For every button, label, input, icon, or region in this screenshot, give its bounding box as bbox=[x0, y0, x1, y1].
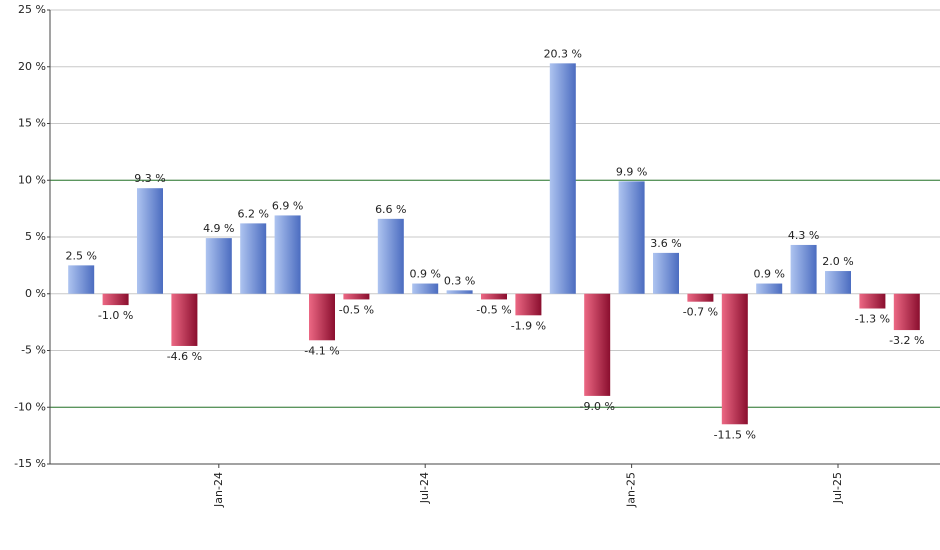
value-label: -1.3 % bbox=[855, 313, 890, 326]
bar bbox=[859, 293, 886, 309]
value-label: -9.0 % bbox=[579, 400, 614, 413]
value-label: -3.2 % bbox=[889, 334, 924, 347]
y-tick-label: -10 % bbox=[14, 400, 46, 413]
y-tick-label: 15 % bbox=[18, 117, 46, 130]
bar bbox=[205, 238, 232, 294]
value-label: 4.9 % bbox=[203, 222, 234, 235]
bar bbox=[653, 252, 679, 294]
bar bbox=[68, 265, 95, 294]
x-tick-label: Jul-24 bbox=[418, 472, 431, 504]
y-tick-label: 5 % bbox=[25, 230, 46, 243]
value-label: 9.9 % bbox=[616, 165, 647, 178]
bar bbox=[893, 293, 920, 331]
value-label: -0.7 % bbox=[683, 306, 718, 319]
y-tick-label: 0 % bbox=[25, 287, 46, 300]
bar bbox=[377, 218, 404, 294]
bar bbox=[756, 283, 783, 294]
bar bbox=[309, 293, 335, 341]
value-label: 6.6 % bbox=[375, 203, 406, 216]
bar bbox=[515, 293, 542, 316]
value-label: -4.6 % bbox=[167, 350, 202, 363]
bar bbox=[171, 293, 198, 346]
value-label: 2.5 % bbox=[65, 249, 96, 262]
bar bbox=[721, 293, 748, 425]
value-label: -1.9 % bbox=[511, 319, 546, 332]
bar bbox=[584, 293, 611, 396]
value-label: 0.9 % bbox=[409, 268, 440, 281]
bar bbox=[790, 244, 817, 294]
value-label: 4.3 % bbox=[788, 229, 819, 242]
value-label: 6.9 % bbox=[272, 199, 303, 212]
value-label: -0.5 % bbox=[476, 303, 511, 316]
bar bbox=[687, 293, 714, 302]
value-label: 3.6 % bbox=[650, 237, 681, 250]
bar bbox=[825, 271, 851, 294]
value-label: -1.0 % bbox=[98, 309, 133, 322]
x-tick-label: Jul-25 bbox=[831, 472, 844, 504]
bar bbox=[343, 293, 370, 300]
bar bbox=[274, 215, 301, 294]
x-tick-label: Jan-25 bbox=[625, 472, 638, 508]
y-tick-label: 25 % bbox=[18, 3, 46, 16]
bar bbox=[102, 293, 129, 306]
value-label: -4.1 % bbox=[304, 344, 339, 357]
bar bbox=[446, 290, 473, 294]
bar bbox=[412, 283, 439, 294]
bar bbox=[618, 181, 645, 294]
value-label: 6.2 % bbox=[237, 207, 268, 220]
bar bbox=[137, 188, 163, 294]
bar bbox=[481, 293, 507, 300]
value-label: 0.3 % bbox=[444, 274, 475, 287]
value-label: 20.3 % bbox=[544, 47, 582, 60]
bar bbox=[240, 223, 267, 294]
y-tick-label: -5 % bbox=[21, 344, 46, 357]
y-tick-label: -15 % bbox=[14, 457, 46, 470]
bar bbox=[549, 63, 576, 294]
y-tick-label: 10 % bbox=[18, 173, 46, 186]
value-label: 2.0 % bbox=[822, 255, 853, 268]
value-label: -11.5 % bbox=[714, 428, 756, 441]
x-tick-label: Jan-24 bbox=[212, 472, 225, 508]
y-tick-label: 20 % bbox=[18, 60, 46, 73]
value-label: 9.3 % bbox=[134, 172, 165, 185]
value-label: -0.5 % bbox=[339, 303, 374, 316]
value-label: 0.9 % bbox=[753, 268, 784, 281]
